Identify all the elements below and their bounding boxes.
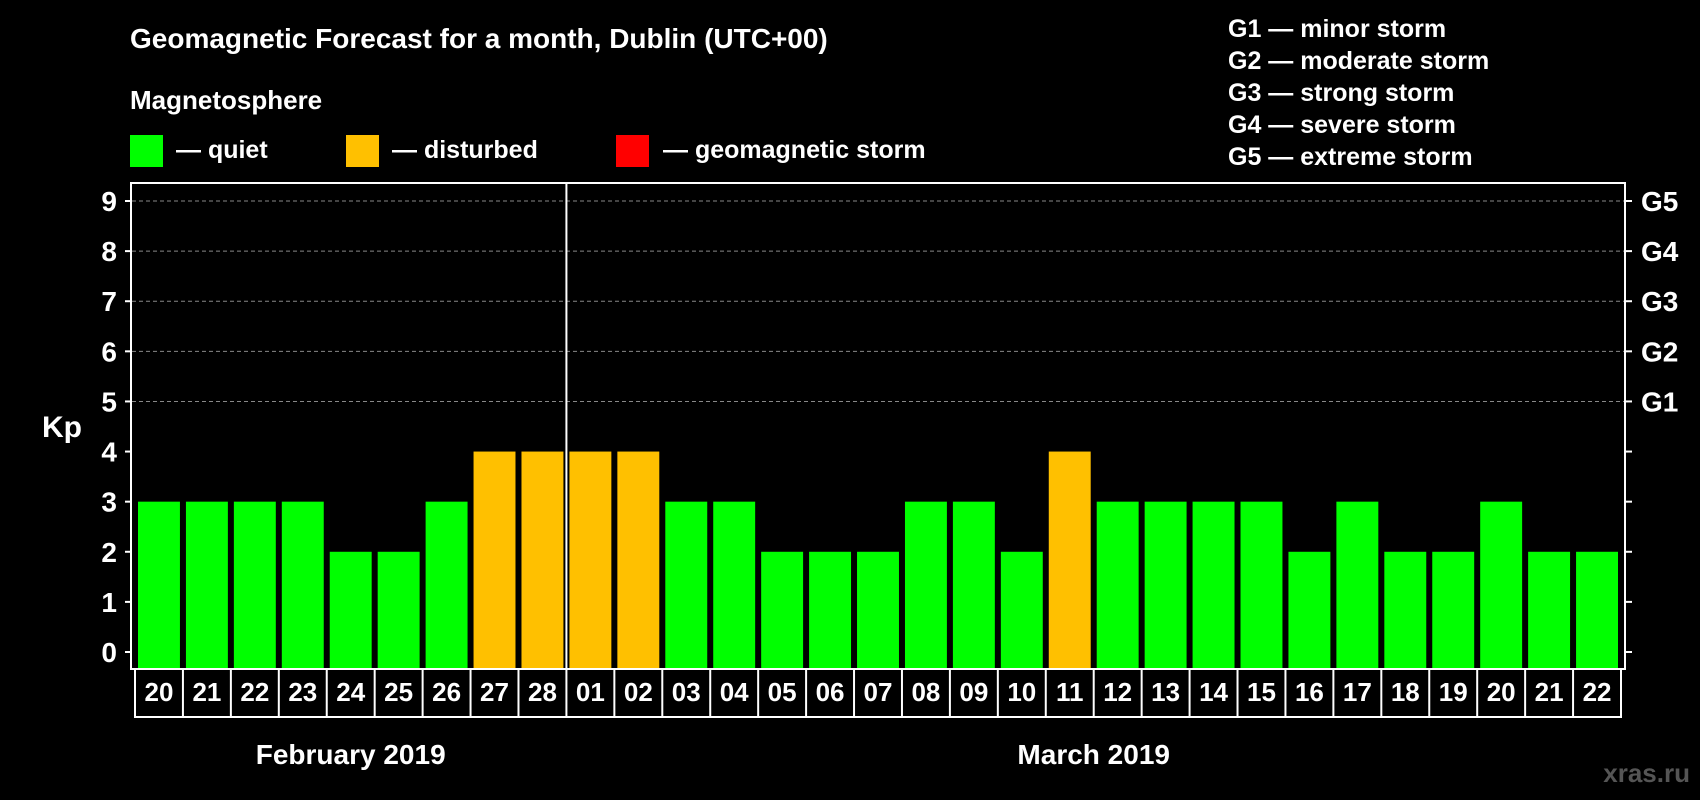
bar-0 — [138, 501, 180, 668]
date-row-frame — [134, 668, 1622, 718]
bar-28 — [1480, 501, 1523, 668]
bar-9 — [569, 451, 612, 668]
date-label-27: 19 — [1439, 677, 1468, 707]
right-label-g3: G3 — [1641, 286, 1678, 317]
y-tick-label-7: 7 — [101, 286, 117, 317]
right-label-g1: G1 — [1641, 386, 1678, 417]
bar-30 — [1576, 551, 1618, 668]
bar-26 — [1384, 551, 1427, 668]
date-label-24: 16 — [1295, 677, 1324, 707]
date-label-6: 26 — [432, 677, 461, 707]
bar-7 — [473, 451, 516, 668]
y-tick-label-8: 8 — [101, 236, 117, 267]
bar-24 — [1288, 551, 1331, 668]
y-tick-label-2: 2 — [101, 537, 117, 568]
right-label-g2: G2 — [1641, 336, 1678, 367]
date-label-12: 04 — [720, 677, 749, 707]
date-label-4: 24 — [336, 677, 365, 707]
date-label-17: 09 — [959, 677, 988, 707]
month-label: March 2019 — [1017, 739, 1170, 770]
storm-scale-g5: G5 — extreme storm — [1228, 143, 1473, 171]
bar-22 — [1192, 501, 1235, 668]
date-label-30: 22 — [1583, 677, 1612, 707]
storm-scale-g3: G3 — strong storm — [1228, 79, 1454, 107]
watermark: xras.ru — [1603, 758, 1690, 788]
date-label-14: 06 — [816, 677, 845, 707]
legend-label-storm: — geomagnetic storm — [663, 136, 926, 164]
legend-label-disturbed: — disturbed — [392, 136, 538, 164]
date-label-1: 21 — [192, 677, 221, 707]
bar-17 — [952, 501, 995, 668]
date-label-16: 08 — [911, 677, 940, 707]
bar-10 — [617, 451, 660, 668]
date-label-5: 25 — [384, 677, 413, 707]
date-label-28: 20 — [1487, 677, 1516, 707]
storm-scale-g2: G2 — moderate storm — [1228, 47, 1489, 75]
bar-11 — [665, 501, 708, 668]
legend-swatch-quiet — [130, 135, 163, 167]
right-label-g5: G5 — [1641, 186, 1678, 217]
date-label-19: 11 — [1056, 677, 1084, 707]
bar-13 — [761, 551, 804, 668]
y-axis-label: Kp — [42, 411, 82, 444]
y-tick-label-0: 0 — [101, 637, 117, 668]
date-label-10: 02 — [624, 677, 653, 707]
month-label: February 2019 — [256, 739, 446, 770]
y-tick-label-6: 6 — [101, 336, 117, 367]
y-tick-label-9: 9 — [101, 186, 117, 217]
bar-15 — [857, 551, 899, 668]
date-label-13: 05 — [768, 677, 797, 707]
bar-20 — [1096, 501, 1139, 668]
bar-16 — [904, 501, 947, 668]
date-label-23: 15 — [1247, 677, 1276, 707]
bar-3 — [281, 501, 324, 668]
date-label-20: 12 — [1103, 677, 1132, 707]
date-label-25: 17 — [1343, 677, 1372, 707]
date-label-18: 10 — [1007, 677, 1036, 707]
date-label-8: 28 — [528, 677, 557, 707]
bar-29 — [1528, 551, 1571, 668]
date-label-2: 22 — [240, 677, 269, 707]
y-tick-label-4: 4 — [101, 437, 117, 468]
date-label-7: 27 — [480, 677, 509, 707]
bar-18 — [1000, 551, 1043, 668]
bar-6 — [425, 501, 468, 668]
bar-19 — [1048, 451, 1091, 668]
legend-swatch-disturbed — [346, 135, 379, 167]
bar-25 — [1336, 501, 1379, 668]
y-tick-label-5: 5 — [101, 386, 117, 417]
y-tick-label-3: 3 — [101, 487, 117, 518]
date-label-29: 21 — [1535, 677, 1564, 707]
storm-scale-legend: G1 — minor storm G2 — moderate storm G3 … — [1228, 15, 1489, 171]
storm-scale-g4: G4 — severe storm — [1228, 111, 1456, 139]
y-tick-label-1: 1 — [101, 587, 117, 618]
bar-23 — [1240, 501, 1283, 668]
legend-label-quiet: — quiet — [176, 136, 268, 164]
bar-12 — [713, 501, 756, 668]
chart-title: Geomagnetic Forecast for a month, Dublin… — [130, 23, 828, 54]
date-label-26: 18 — [1391, 677, 1420, 707]
date-label-0: 20 — [145, 677, 174, 707]
date-label-11: 03 — [672, 677, 701, 707]
date-label-22: 14 — [1199, 677, 1228, 707]
date-label-15: 07 — [864, 677, 893, 707]
legend-title: Magnetosphere — [130, 85, 322, 115]
date-label-9: 01 — [576, 677, 605, 707]
bar-1 — [185, 501, 228, 668]
date-label-21: 13 — [1151, 677, 1180, 707]
bar-5 — [377, 551, 420, 668]
bar-27 — [1432, 551, 1475, 668]
bar-8 — [521, 451, 564, 668]
bar-21 — [1144, 501, 1187, 668]
bar-2 — [233, 501, 276, 668]
legend: — quiet — disturbed — geomagnetic storm — [130, 135, 926, 167]
right-label-g4: G4 — [1641, 236, 1679, 267]
legend-swatch-storm — [616, 135, 649, 167]
bar-4 — [329, 551, 372, 668]
storm-scale-g1: G1 — minor storm — [1228, 15, 1446, 43]
bar-14 — [809, 551, 852, 668]
date-label-3: 23 — [288, 677, 317, 707]
